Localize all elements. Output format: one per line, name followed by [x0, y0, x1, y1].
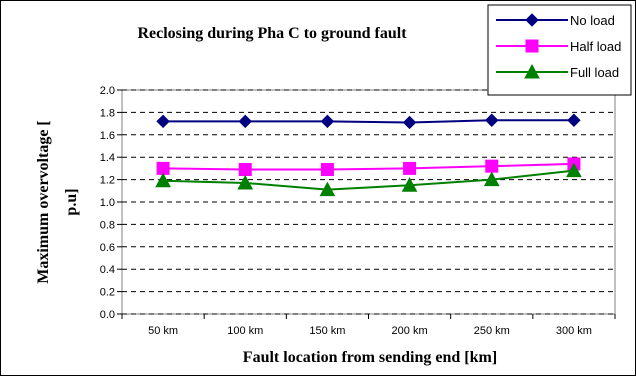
- y-axis-label: Maximum overvoltage [ p.u]: [35, 120, 80, 284]
- y-axis-label-line-1: Maximum overvoltage [: [35, 120, 52, 284]
- data-point-full-load: [401, 177, 418, 192]
- legend-item-full-load: Full load: [496, 63, 619, 80]
- chart-title: Reclosing during Pha C to ground fault: [137, 25, 407, 42]
- data-point-half-load: [238, 163, 252, 177]
- x-tick-labels: 50 km 100 km 150 km 200 km 250 km 300 km: [121, 314, 616, 337]
- data-point-full-load: [155, 172, 171, 188]
- series-line-full-load: [163, 169, 575, 191]
- series-full-load: [155, 162, 582, 197]
- y-tick-labels: 0.0 0.2 0.4 0.6 0.8 1.0 1.2 1.4 1.6 1.8 2.0: [100, 85, 115, 321]
- x-tick-label: 300 km: [556, 325, 592, 337]
- x-tick-label: 150 km: [309, 325, 345, 337]
- x-tick-label: 100 km: [227, 325, 263, 337]
- data-point-no-load: [567, 113, 581, 127]
- data-point-no-load: [156, 114, 170, 129]
- y-tick-label: 1.6: [100, 130, 115, 142]
- legend-swatch-marker: [525, 39, 539, 53]
- data-point-no-load: [320, 114, 335, 129]
- legend-item-no-load: No load: [496, 13, 615, 28]
- data-point-full-load: [483, 171, 500, 187]
- y-tick-label: 1.2: [100, 175, 115, 187]
- legend: No load Half load Full load: [487, 4, 632, 96]
- series-group: [155, 113, 582, 197]
- data-point-full-load: [237, 174, 254, 190]
- y-tick-label: 0.2: [100, 287, 115, 299]
- y-tick-label: 2.0: [100, 85, 115, 97]
- legend-item-half-load: Half load: [496, 39, 621, 54]
- data-point-no-load: [238, 114, 252, 129]
- y-tick-label: 1.0: [100, 197, 115, 209]
- x-tick-label: 200 km: [392, 325, 428, 337]
- series-line-half-load: [163, 162, 574, 171]
- data-point-half-load: [403, 161, 417, 175]
- x-axis-label: Fault location from sending end [km]: [243, 349, 497, 366]
- series-no-load: [156, 113, 581, 130]
- legend-label: Full load: [570, 65, 619, 80]
- data-point-half-load: [485, 159, 499, 173]
- data-point-no-load: [402, 115, 417, 130]
- y-tick-label: 0.6: [100, 242, 115, 254]
- series-line-no-load: [163, 119, 574, 124]
- legend-swatch-marker: [525, 13, 539, 27]
- legend-label: No load: [570, 13, 615, 28]
- y-axis-label-line-2: p.u]: [63, 188, 80, 215]
- y-tick-label: 0.0: [100, 309, 115, 321]
- y-tick-label: 0.4: [100, 264, 115, 276]
- legend-swatch-marker: [524, 63, 540, 79]
- legend-label: Half load: [570, 39, 621, 54]
- data-point-half-load: [156, 161, 170, 175]
- legend-items: No load Half load Full load: [496, 13, 621, 80]
- y-tick-label: 1.8: [100, 107, 115, 119]
- data-point-no-load: [485, 113, 499, 127]
- y-tick-label: 1.4: [100, 152, 115, 164]
- data-point-half-load: [320, 163, 334, 177]
- x-tick-label: 50 km: [148, 325, 178, 337]
- data-point-full-load: [566, 162, 582, 178]
- x-tick-label: 250 km: [474, 325, 510, 337]
- data-point-full-load: [319, 181, 336, 197]
- y-tick-label: 0.8: [100, 219, 115, 231]
